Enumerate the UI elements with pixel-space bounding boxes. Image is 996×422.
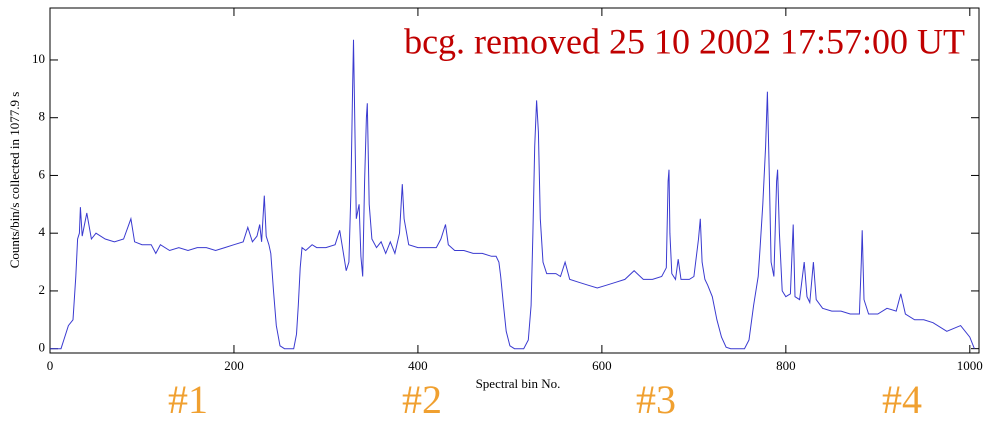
- y-axis-label: Counts/bin/s collected in 1077.9 s: [7, 92, 22, 269]
- y-tick-label: 10: [32, 51, 45, 66]
- x-tick-label: 1000: [957, 358, 983, 373]
- x-tick-label: 200: [224, 358, 244, 373]
- y-tick-label: 8: [39, 109, 46, 124]
- detector-label: #4: [882, 377, 922, 422]
- spectrum-line: [50, 39, 975, 350]
- y-tick-label: 4: [39, 224, 46, 239]
- detector-label: #3: [636, 377, 676, 422]
- x-tick-label: 600: [592, 358, 612, 373]
- y-tick-label: 6: [39, 166, 46, 181]
- x-tick-label: 800: [776, 358, 796, 373]
- y-tick-label: 0: [39, 340, 46, 355]
- detector-label: #1: [168, 377, 208, 422]
- y-tick-label: 2: [39, 282, 46, 297]
- detector-label: #2: [402, 377, 442, 422]
- x-tick-label: 0: [47, 358, 54, 373]
- x-axis-label: Spectral bin No.: [476, 376, 561, 391]
- chart-title: bcg. removed 25 10 2002 17:57:00 UT: [404, 21, 965, 61]
- x-tick-label: 400: [408, 358, 428, 373]
- plot-frame: [49, 7, 980, 354]
